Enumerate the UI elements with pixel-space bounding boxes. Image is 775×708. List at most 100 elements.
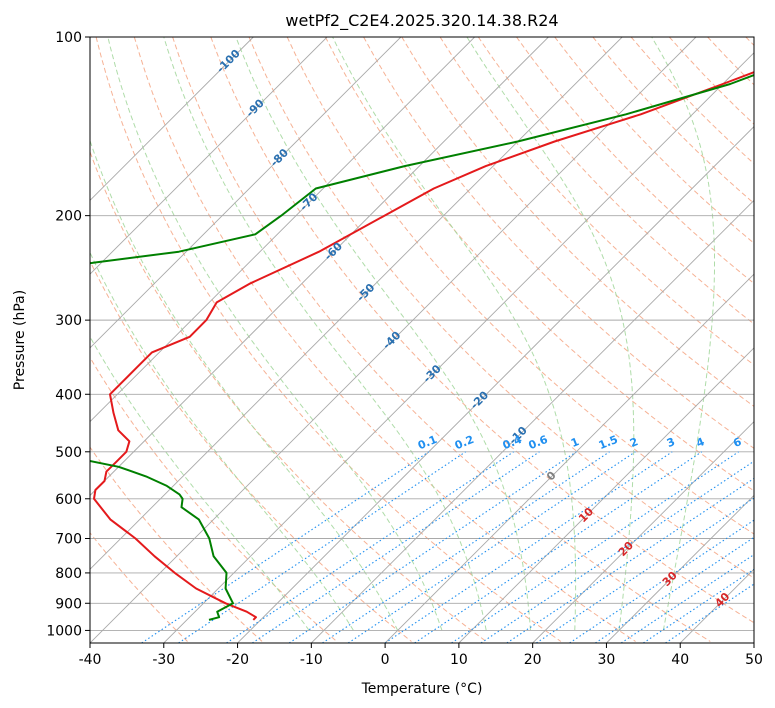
moist-adiabat-line [466,37,635,631]
isotherm-line [311,199,754,643]
x-tick-label: 30 [598,652,616,668]
isotherm-line [753,642,754,643]
isotherm-line [163,52,754,643]
chart-title: wetPf2_C2E4.2025.320.14.38.R24 [285,11,558,31]
line-labels: -100-90-80-70-60-50-40-30-20-10010203040… [214,47,773,610]
isotherm-line [458,347,754,643]
dry-adiabat-line [90,356,338,642]
mixing-ratio-label: 1.5 [597,433,620,452]
dry-adiabat-line [90,260,412,642]
mixing-ratio-label: 2 [628,435,640,450]
isotherm-line [90,37,328,275]
mixing-ratio-line [141,451,430,643]
isotherm-label: -90 [244,96,267,119]
isotherm-line [384,273,754,643]
isotherm-line [606,494,754,643]
mixing-ratio-label: 0.6 [527,433,550,452]
dry-adiabat-line [90,446,263,642]
dry-adiabat-line [707,37,754,86]
isotherm-line [90,37,254,201]
mixing-ratio-line [226,451,514,643]
mixing-ratio-line [506,477,754,643]
mixing-ratio-line [665,583,754,643]
isotherm-label: 10 [576,505,596,525]
y-tick-label: 900 [55,596,82,612]
dry-adiabat-line [554,37,754,244]
mixing-ratio-line [480,460,754,643]
isotherm-line [237,125,754,643]
isotherm-label: -40 [380,329,403,352]
dry-adiabat-line [95,37,562,642]
isotherm-line [90,37,623,570]
x-tick-label: 0 [381,652,390,668]
dry-adiabat-line [90,150,487,642]
dry-adiabat-line [516,37,754,285]
moist-adiabat-line [651,37,715,631]
x-tick-label: -30 [152,652,175,668]
dry-adiabat-line [210,37,754,624]
isotherm-line [90,37,475,423]
isotherm-label: -20 [468,388,491,411]
dry-adiabat-line [248,37,754,579]
dry-adiabat-line [477,37,754,325]
mixing-ratio-label: 1 [569,435,581,450]
moist-adiabat-line [90,335,310,631]
mixing-ratio-line [252,451,540,643]
x-tick-label: 10 [450,652,468,668]
mixing-ratio-label: 0.2 [453,433,476,452]
mixing-ratio-line [595,536,754,643]
x-tick-label: 20 [524,652,542,668]
mixing-ratio-line [536,497,754,643]
mixing-ratio-line [384,451,673,643]
grid-lines [90,37,754,643]
y-axis-label: Pressure (hPa) [12,290,28,390]
moist-adiabat-line [90,251,354,631]
isotherm-label: -70 [297,190,320,213]
dry-adiabat-line [745,37,754,47]
x-axis-label: Temperature (°C) [361,681,483,697]
y-tick-label: 400 [55,387,82,403]
dry-adiabat-line [172,37,711,642]
y-tick-label: 600 [55,492,82,508]
isotherm-label: -80 [268,146,291,169]
y-tick-label: 200 [55,209,82,225]
dry-adiabat-line [363,37,754,449]
mixing-ratio-line [414,451,703,643]
x-tick-label: -10 [300,652,323,668]
mixing-ratio-label: 8 [761,435,773,450]
x-tick-label: 40 [671,652,689,668]
isotherm-line [532,421,754,643]
mixing-ratio-label: 3 [665,435,677,450]
y-tick-label: 1000 [46,623,82,639]
mixing-ratio-line [322,451,610,643]
temperature-profile-line [93,71,754,621]
y-tick-label: 300 [55,313,82,329]
isotherm-label: 0 [544,468,559,483]
x-tick-label: 50 [745,652,763,668]
dry-adiabat-line [324,37,754,492]
x-tick-label: -20 [226,652,249,668]
mixing-ratio-line [178,451,466,643]
isotherm-label: -100 [214,47,243,76]
mixing-ratio-line [288,451,577,643]
mixing-ratio-line [451,451,739,643]
dry-adiabat-line [668,37,754,125]
mixing-ratio-label: 0.1 [416,433,439,452]
x-tick-label: -40 [79,652,102,668]
moist-adiabat-line [235,37,531,631]
moist-adiabat-line [332,37,577,631]
y-axis: 100 200 300 400 500 600 700 800 900 1000 [46,30,90,639]
isotherm-label: -60 [322,239,345,262]
moist-adiabat-line [163,37,487,631]
mixing-ratio-line [569,519,754,643]
profile-lines [90,71,754,621]
y-tick-label: 800 [55,566,82,582]
y-tick-label: 100 [55,30,82,46]
y-tick-label: 500 [55,445,82,461]
isotherm-label: 20 [616,539,636,559]
mixing-ratio-line [620,553,754,643]
isotherm-label: -50 [354,281,377,304]
plot-frame [89,36,755,644]
moist-adiabat-line [90,139,399,631]
